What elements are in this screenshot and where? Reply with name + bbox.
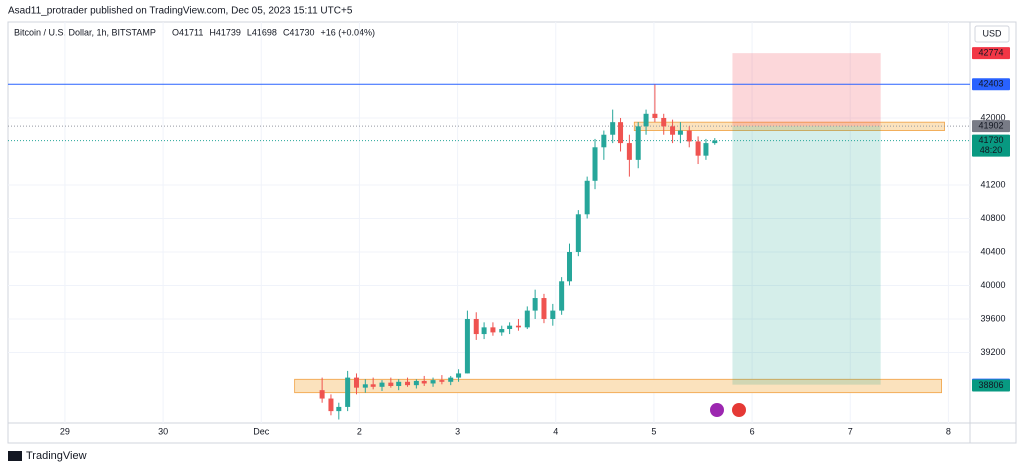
price-label: 41902: [978, 121, 1003, 131]
x-tick-label: 3: [455, 426, 460, 436]
legend: O41711 H41739 L41698 C41730 +16 (+0.04%): [172, 27, 375, 37]
currency-button[interactable]: [974, 25, 1010, 43]
candle-body: [677, 130, 683, 135]
legend-value: H41739: [209, 27, 241, 37]
y-tick-label: 40400: [980, 246, 1005, 256]
y-tick-label: 40000: [980, 280, 1005, 290]
brand: TradingView: [26, 450, 87, 462]
x-tick-label: 6: [750, 426, 755, 436]
candle-body: [652, 113, 658, 118]
x-tick-label: 5: [651, 426, 656, 436]
candle-body: [396, 381, 402, 386]
event-icon[interactable]: [710, 403, 724, 417]
plot: [8, 22, 970, 423]
candle-body: [584, 180, 590, 215]
candle-body: [413, 380, 419, 386]
candle-body: [635, 126, 641, 160]
candle-body: [610, 122, 616, 135]
candle-body: [703, 143, 709, 156]
candle-body: [430, 380, 436, 384]
stop-zone: [732, 53, 881, 127]
candle-body: [515, 325, 521, 328]
candle-body: [481, 327, 487, 335]
candle-body: [670, 126, 676, 135]
x-tick-label: 30: [158, 426, 168, 436]
currency: USD: [982, 28, 1002, 38]
candle-body: [336, 406, 342, 412]
candle-body: [456, 373, 462, 378]
price-label: 42774: [978, 48, 1003, 58]
candle-body: [566, 251, 572, 282]
x-tick-label: 2: [357, 426, 362, 436]
candle-body: [601, 134, 607, 148]
candle-body: [541, 298, 547, 319]
price-label-box: [972, 379, 1010, 392]
candle-body: [490, 327, 496, 333]
y-tick-label: 39600: [980, 313, 1005, 323]
candle-body: [328, 398, 334, 412]
candle-body: [473, 318, 479, 335]
event-icon[interactable]: [732, 403, 746, 417]
x-tick-label: Dec: [253, 426, 270, 436]
candle-body: [626, 143, 632, 160]
price-label-box: [972, 134, 1010, 157]
candle-body: [575, 214, 581, 252]
candle-body: [379, 382, 385, 387]
x-tick-label: 7: [848, 426, 853, 436]
candle-body: [643, 113, 649, 127]
candle-body: [405, 381, 411, 386]
candle-body: [464, 318, 470, 374]
x-tick-label: 8: [946, 426, 951, 436]
candle-body: [686, 130, 692, 142]
x-tick-label: 4: [553, 426, 558, 436]
candle-body: [712, 140, 718, 144]
y-tick-label: 40800: [980, 213, 1005, 223]
zone: [294, 378, 942, 394]
candle-body: [559, 281, 565, 311]
countdown: 48:20: [980, 145, 1003, 155]
candle-body: [421, 380, 427, 384]
legend-value: L41698: [247, 27, 277, 37]
symbol-title: Bitcoin / U.S. Dollar, 1h, BITSTAMP: [14, 27, 156, 37]
y-tick-label: 42000: [980, 112, 1005, 122]
price-label-box: [972, 47, 1010, 60]
candle-body: [499, 329, 505, 333]
target-zone: [732, 126, 881, 385]
legend-value: C41730: [283, 27, 315, 37]
candle-body: [353, 377, 359, 388]
candle-body: [524, 310, 530, 328]
candle-body: [532, 298, 538, 311]
candle-body: [618, 122, 624, 144]
x-tick-label: 29: [60, 426, 70, 436]
candle-body: [388, 382, 394, 386]
candle-body: [345, 377, 351, 407]
candle-body: [448, 377, 454, 382]
price-label-box: [972, 120, 1010, 133]
chart-frame: [7, 21, 1017, 444]
candle-body: [592, 147, 598, 181]
candle-body: [439, 380, 445, 382]
publish-header: Asad11_protrader published on TradingVie…: [8, 6, 353, 17]
brand-logo: [8, 451, 22, 461]
candle-body: [319, 390, 325, 399]
candle-body: [695, 141, 701, 156]
y-tick-label: 39200: [980, 347, 1005, 357]
y-tick-label: 41200: [980, 179, 1005, 189]
candle-body: [550, 310, 556, 319]
price-label: 41730: [978, 135, 1003, 145]
legend-value: O41711: [172, 27, 203, 37]
candle-body: [661, 117, 667, 127]
price-label: 38806: [978, 380, 1003, 390]
price-label-box: [972, 78, 1010, 91]
candle-body: [362, 384, 368, 388]
price-label: 42403: [978, 79, 1003, 89]
legend-value: +16 (+0.04%): [320, 27, 375, 37]
candle-body: [370, 384, 376, 387]
candle-body: [507, 325, 513, 330]
